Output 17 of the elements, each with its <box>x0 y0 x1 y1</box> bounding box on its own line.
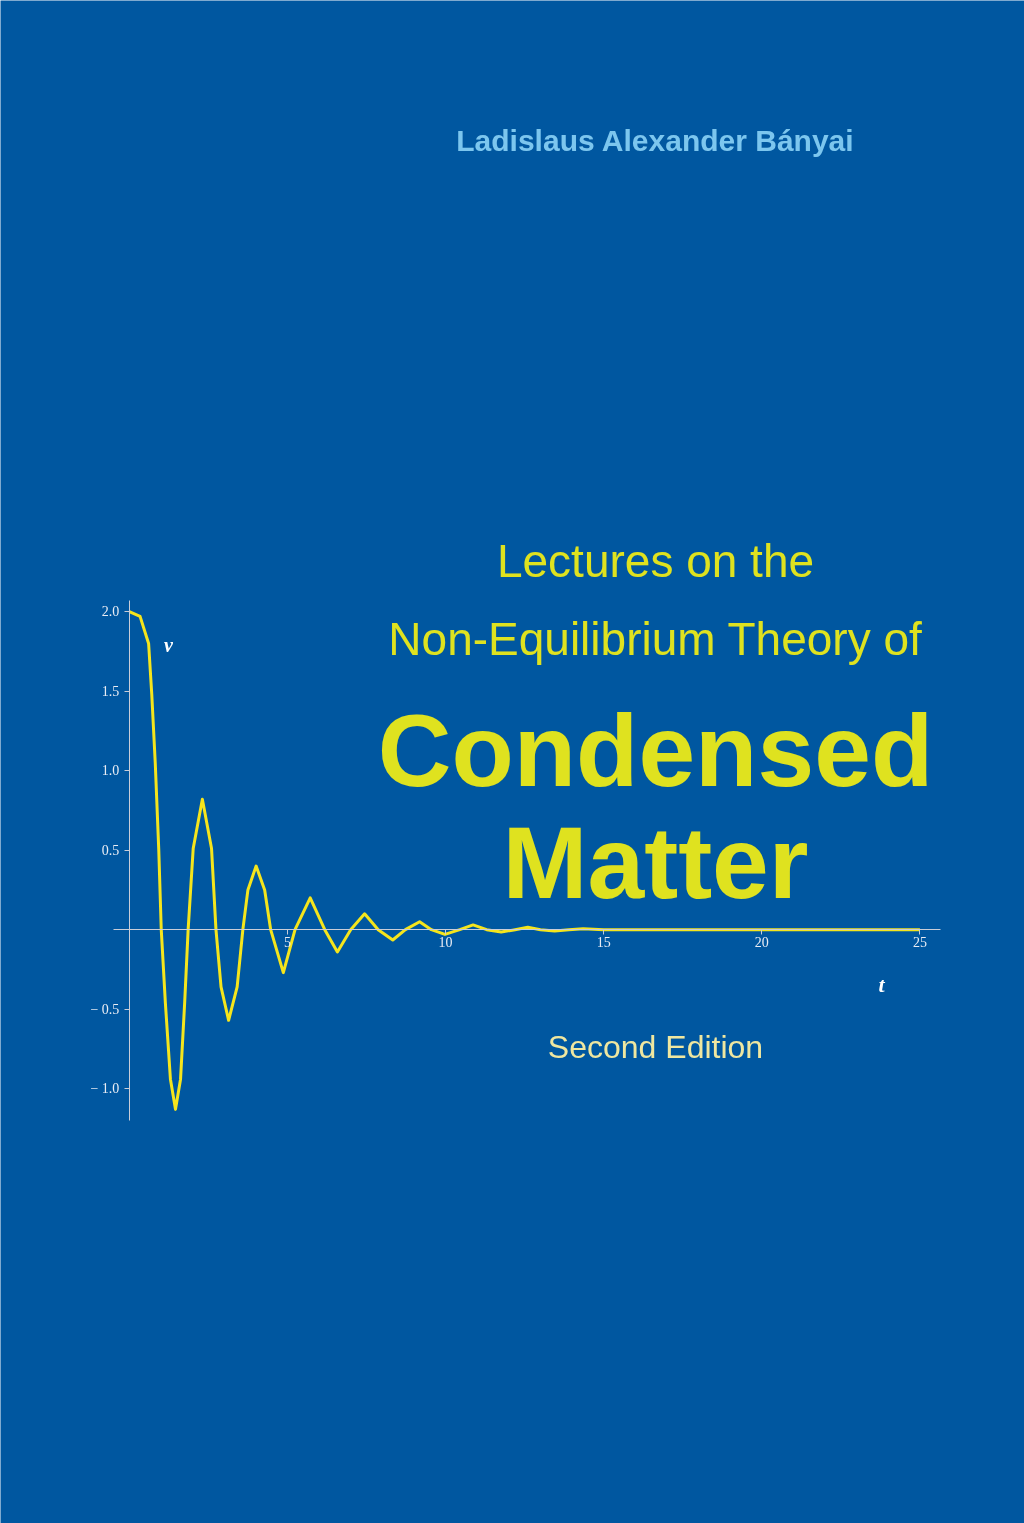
x-axis-title: t <box>878 972 886 997</box>
x-tick-label: 15 <box>596 934 611 950</box>
y-tick-label: − 0.5 <box>90 1001 120 1017</box>
y-tick-label: 1.5 <box>101 683 120 699</box>
x-tick-label: 10 <box>438 934 453 950</box>
annotation: Second Edition <box>547 1028 764 1065</box>
y-tick-label: 2.0 <box>101 604 120 620</box>
x-tick-label: 20 <box>754 934 769 950</box>
y-tick-label: 0.5 <box>101 842 120 858</box>
y-axis-title: v <box>164 633 175 656</box>
y-tick-label: 1.0 <box>101 763 120 779</box>
text: Condensed Matter <box>377 693 934 920</box>
x-tick-label: 25 <box>912 934 927 950</box>
chart-title: Lectures on the Non-Equilibrium Theory of <box>388 534 923 665</box>
x-tick-label: 5 <box>283 934 291 950</box>
y-tick-label: − 1.0 <box>90 1081 120 1097</box>
text: Ladislaus Alexander Bányai <box>456 124 854 157</box>
